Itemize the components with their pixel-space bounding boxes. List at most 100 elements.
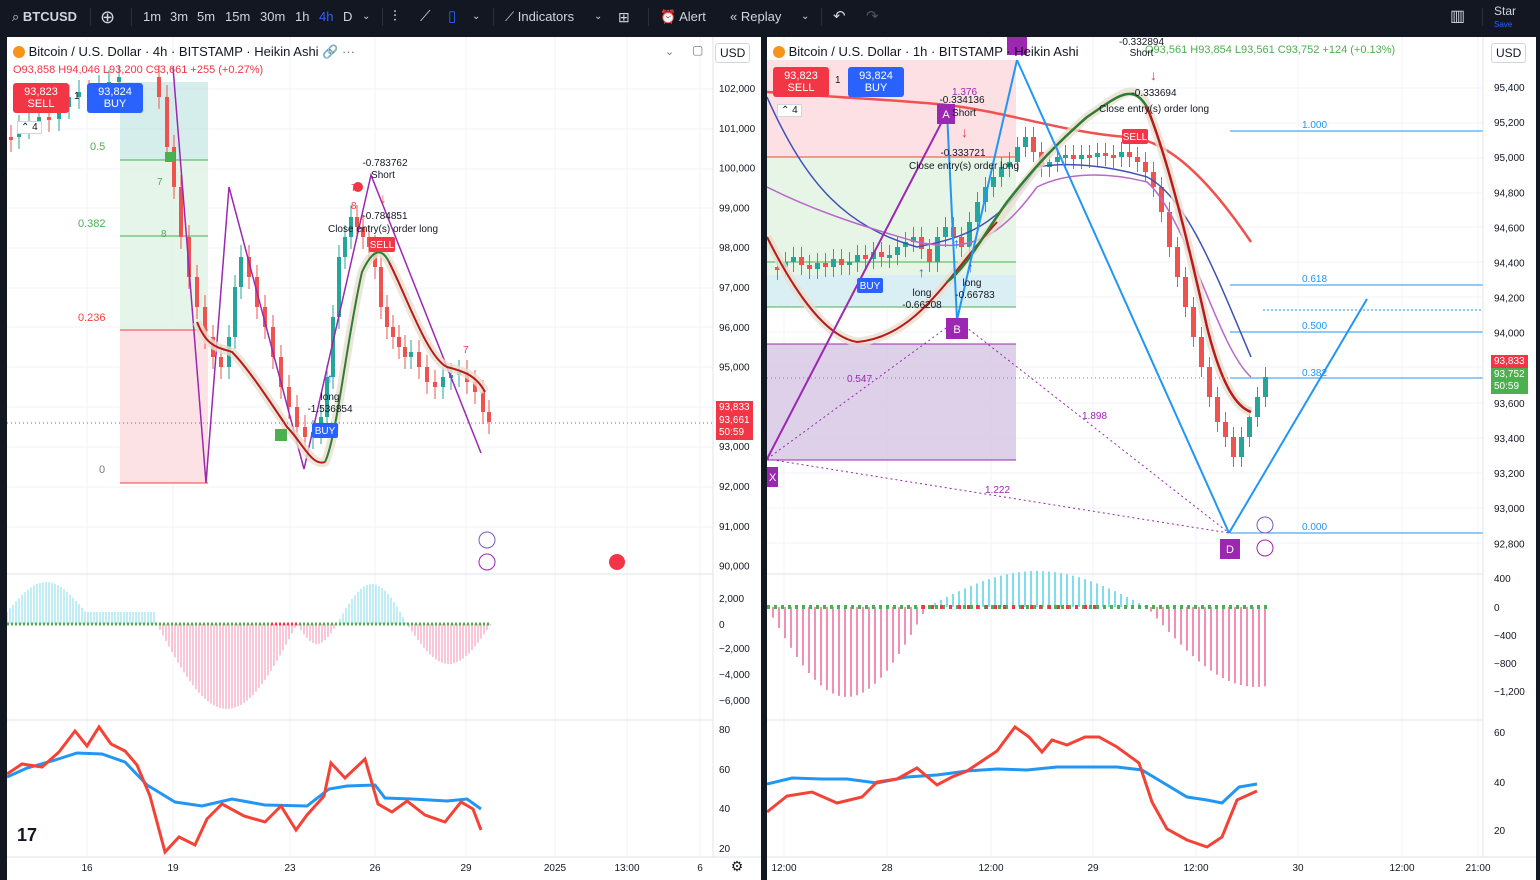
indicators-button[interactable]: ⟋ Indicators [505, 0, 574, 34]
svg-text:B: B [953, 324, 960, 336]
price-axis-label: 91,000 [719, 522, 750, 533]
order-qty[interactable]: 1 [74, 91, 80, 102]
pattern-point-c [1007, 37, 1027, 55]
indicator-axis-label: 40 [719, 804, 731, 815]
price-axis-label: 94,400 [1494, 259, 1525, 270]
chart-panel-left[interactable]: 0.5 0.382 0.236 0 -0.783762 Short -0.784… [7, 37, 761, 880]
panel-layout-icon[interactable]: ▥ [1450, 8, 1466, 25]
panel-divider[interactable] [761, 34, 767, 880]
symbol-legend[interactable]: Bitcoin / U.S. Dollar · 1h · BITSTAMP · … [773, 44, 1079, 59]
event-icon[interactable] [478, 553, 496, 571]
time-label: 12:00 [1183, 863, 1208, 874]
ohlc-readout: O93,858 H94,046 L93,200 C93,661 +255 (+0… [13, 64, 264, 76]
buy-button[interactable]: 93,824 BUY [87, 83, 143, 113]
price-axis-label: 102,000 [719, 84, 756, 95]
price-axis-label: 95,000 [719, 363, 750, 374]
time-axis-left[interactable]: 16 19 23 26 29 2025 13:00 6 [81, 863, 703, 874]
svg-text:BUY: BUY [860, 281, 881, 292]
candle [1063, 155, 1068, 158]
bar-style-icon[interactable]: ⫶ [393, 8, 397, 25]
current-price-badge: 93,752 50:59 [1491, 368, 1528, 394]
candle [1047, 162, 1052, 167]
interval-30m[interactable]: 30m [260, 9, 286, 24]
order-qty[interactable]: 1 [835, 75, 841, 86]
count-label-7: 7 [157, 177, 163, 188]
candle [287, 387, 291, 407]
link-icon[interactable]: 🔗 [322, 44, 339, 59]
candle [1095, 153, 1100, 157]
interval-1h[interactable]: 1h [295, 9, 310, 24]
flag-us-icon[interactable] [609, 554, 625, 570]
interval-3m[interactable]: 3m [170, 9, 189, 24]
chevron-down-icon[interactable]: ⌄ [472, 11, 481, 22]
time-label: 29 [1087, 863, 1099, 874]
symbol-legend[interactable]: Bitcoin / U.S. Dollar · 4h · BITSTAMP · … [13, 44, 355, 60]
price-axis-label: 93,000 [1494, 504, 1525, 515]
star-save-button[interactable]: Star Save [1494, 5, 1516, 29]
pattern-labels: 1.376 0.547 1.898 1.222 [847, 87, 1107, 496]
compare-add-icon[interactable]: ⊕ [100, 7, 116, 27]
currency-unit-button[interactable]: USD [1491, 43, 1527, 63]
long-label: long [963, 278, 982, 289]
sell-button[interactable]: 93,823 SELL [773, 67, 829, 97]
price-axis-label: 100,000 [719, 164, 756, 175]
alert-button[interactable]: ⏰ Alert [660, 0, 706, 34]
time-label: 19 [167, 863, 179, 874]
chevron-down-icon[interactable]: ⌄ [801, 11, 810, 22]
symbol-search[interactable]: ⌕ BTCUSD [12, 0, 77, 34]
candle [303, 427, 307, 437]
interval-4h[interactable]: 4h [319, 9, 334, 24]
interval-d[interactable]: D [343, 9, 353, 24]
candle [1031, 137, 1036, 152]
candle [279, 357, 283, 387]
price-axis-label: 92,000 [719, 482, 750, 493]
long-label: long [321, 392, 340, 403]
count-label-8: 8 [161, 229, 167, 240]
interval-1m[interactable]: 1m [143, 9, 162, 24]
price-axis-left[interactable] [7, 37, 761, 858]
candle-style-icon[interactable]: ▯ [448, 8, 457, 25]
short-label: Short [952, 108, 976, 119]
event-icon[interactable] [1256, 516, 1274, 534]
event-icon[interactable] [478, 531, 496, 549]
candle [9, 137, 13, 140]
time-axis-right-labels[interactable]: 12:00 28 12:00 29 12:00 30 12:00 21:00 [771, 863, 1490, 874]
pattern-point-d: D [1220, 539, 1240, 559]
event-icon[interactable] [1256, 539, 1274, 557]
candle [239, 257, 243, 287]
fib-label-0.500: 0.500 [1302, 321, 1327, 332]
redo-icon[interactable]: ↷ [866, 8, 879, 25]
bitcoin-icon [773, 46, 785, 58]
check-icon [275, 429, 287, 441]
alert-label: Alert [679, 9, 706, 24]
scroll-down-icon[interactable]: ⌄ [665, 46, 675, 58]
candle [911, 237, 916, 242]
buy-button[interactable]: 93,824 BUY [848, 67, 904, 97]
settings-gear-icon[interactable]: ⚙ [731, 858, 744, 874]
chart-panel-right[interactable]: 1.000 0.618 0.500 0.382 0.000 1.376 0.54… [767, 37, 1536, 880]
layers-toggle[interactable]: ⌃ 4 [777, 104, 802, 117]
chevron-down-icon[interactable]: ⌄ [362, 11, 371, 22]
rsi-line-red [7, 724, 483, 856]
ratio-label: 1.376 [952, 87, 977, 98]
more-icon[interactable]: ··· [342, 44, 355, 59]
replay-button[interactable]: « Replay [730, 0, 781, 34]
sell-button[interactable]: 93,823 SELL [13, 83, 69, 113]
candle [1087, 155, 1092, 158]
candle [775, 267, 780, 270]
undo-icon[interactable]: ↶ [833, 8, 846, 25]
chevron-down-icon[interactable]: ⌄ [594, 11, 603, 22]
layout-grid-icon[interactable]: ⊞ [618, 9, 630, 25]
pattern-point-x: X [767, 467, 778, 487]
line-style-icon[interactable]: ⟋ [420, 8, 431, 25]
chart-canvas-right[interactable]: 1.000 0.618 0.500 0.382 0.000 1.376 0.54… [767, 37, 1536, 880]
chart-canvas-left[interactable]: 0.5 0.382 0.236 0 -0.783762 Short -0.784… [7, 37, 761, 880]
interval-5m[interactable]: 5m [197, 9, 216, 24]
currency-unit-button[interactable]: USD [715, 43, 751, 63]
layers-toggle[interactable]: ⌃ 4 [17, 121, 42, 134]
maximize-icon[interactable]: ▢ [692, 43, 704, 57]
ema-line-green [946, 92, 1149, 283]
interval-15m[interactable]: 15m [225, 9, 251, 24]
current-price-badge: 93,661 50:59 [716, 414, 753, 440]
price-axis-label: 101,000 [719, 124, 756, 135]
